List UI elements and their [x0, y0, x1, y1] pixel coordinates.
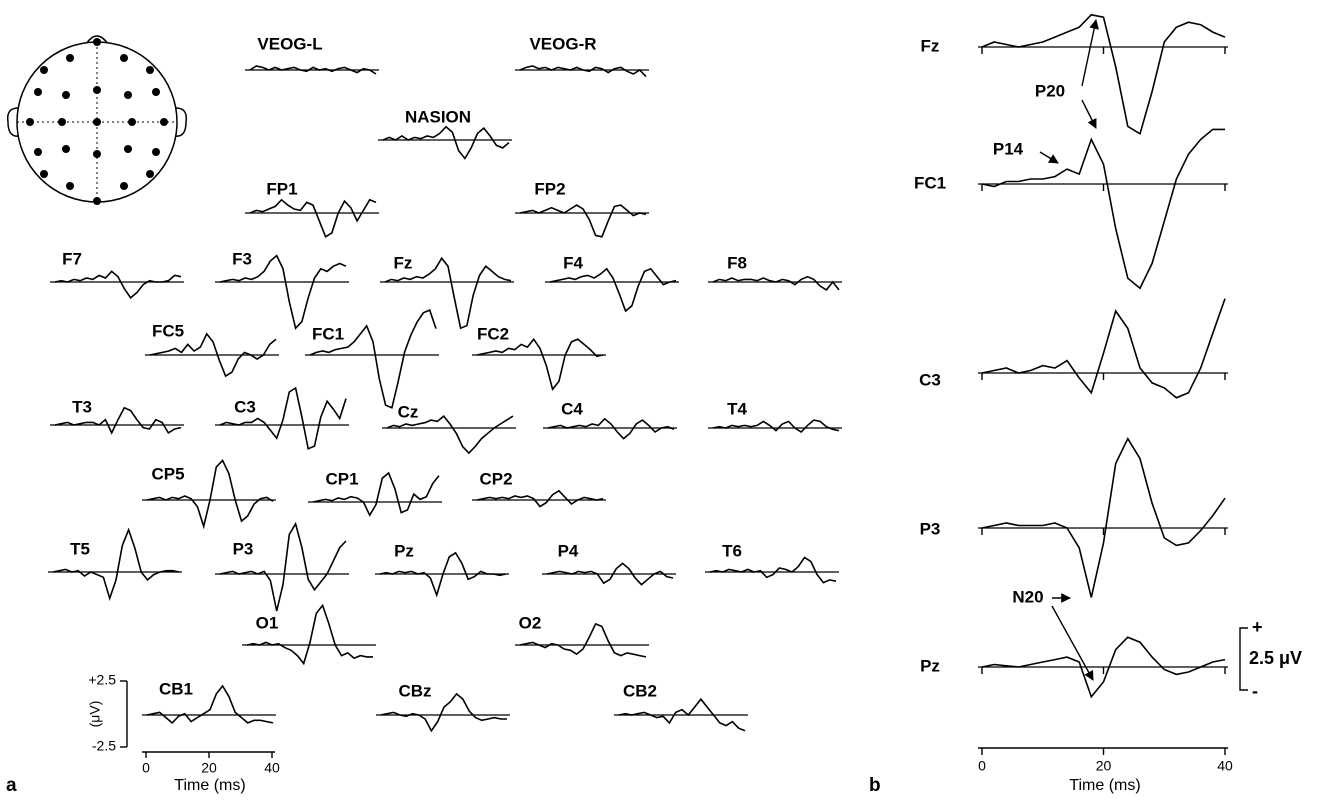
electrode-label: Cz: [398, 402, 419, 421]
electrode-label: T4: [727, 399, 747, 418]
x-axis-label: Time (ms): [174, 777, 245, 794]
electrode-label: VEOG-R: [529, 34, 596, 53]
electrode-label: CBz: [398, 681, 431, 700]
trace: [520, 66, 646, 77]
x-tick-label: 20: [201, 760, 217, 776]
electrode-label: FC1: [312, 324, 344, 343]
annotation: N20: [1012, 587, 1043, 606]
electrode-label: FC5: [152, 321, 184, 340]
electrode-label: Fz: [394, 253, 413, 272]
trace: [550, 269, 676, 311]
electrode-label: C4: [561, 399, 583, 418]
electrode-label: T3: [72, 397, 92, 416]
electrode-label: NASION: [405, 107, 471, 126]
annotation: P20: [1035, 81, 1065, 100]
electrode-label: F3: [232, 249, 252, 268]
electrode-label: CB1: [159, 679, 193, 698]
scale-bar-minus: -: [1252, 681, 1258, 701]
electrode-label: F7: [62, 249, 82, 268]
trace: [387, 416, 513, 453]
electrode-label: P4: [558, 541, 579, 560]
trace: [982, 439, 1225, 598]
trace: [713, 420, 839, 432]
trace: [383, 127, 509, 159]
electrode-label: FP1: [266, 179, 297, 198]
trace: [710, 558, 836, 583]
x-axis-label: Time (ms): [1069, 777, 1140, 794]
electrode-label: Pz: [920, 656, 940, 675]
scale-bar-plus: +: [1252, 617, 1263, 637]
x-tick-label: 40: [264, 760, 280, 776]
electrode-label: C3: [234, 397, 256, 416]
x-tick-label: 20: [1096, 758, 1112, 774]
annotation: P14: [993, 139, 1024, 158]
electrode-label: P3: [920, 519, 941, 538]
electrode-label: T5: [70, 539, 90, 558]
x-tick-label: 0: [142, 760, 150, 776]
x-tick-label: 0: [978, 758, 986, 774]
electrode-label: Pz: [394, 541, 414, 560]
electrode-label: CB2: [623, 681, 657, 700]
electrode-label: CP5: [151, 464, 184, 483]
panel-label: a: [6, 775, 17, 796]
electrode-label: P3: [233, 539, 254, 558]
electrode-label: O1: [256, 613, 279, 632]
scale-bar: [1240, 628, 1248, 690]
electrode-label: F4: [563, 253, 583, 272]
electrode-label: FP2: [534, 179, 565, 198]
y-tick-label: -2.5: [92, 738, 116, 754]
electrode-label: CP2: [479, 469, 512, 488]
electrode-label: C3: [919, 370, 941, 389]
y-tick-label: +2.5: [88, 672, 116, 688]
figure: VEOG-L VEOG-R NASION FP1 FP2 F7 F3 Fz F4 F8 FC5 FC1…: [0, 0, 1332, 797]
trace: [250, 200, 376, 237]
electrode-label: O2: [519, 613, 542, 632]
panel-label: b: [869, 775, 881, 796]
trace: [548, 419, 674, 439]
trace: [520, 205, 646, 237]
electrode-label: F8: [727, 253, 747, 272]
head-diagram: [8, 36, 187, 205]
page: {"chart_data": [ {"type": "line", "panel…: [0, 0, 1332, 797]
trace: [55, 271, 181, 297]
trace: [477, 491, 603, 507]
electrode-label: FC1: [914, 173, 946, 192]
electrode-label: T6: [722, 541, 742, 560]
trace: [982, 15, 1225, 134]
trace: [477, 339, 603, 389]
trace: [982, 299, 1225, 398]
electrode-label: Fz: [921, 36, 940, 55]
y-axis-label: (μV): [87, 701, 103, 728]
electrode-label: FC2: [477, 324, 509, 343]
electrode-label: CP1: [325, 469, 358, 488]
trace: [713, 277, 839, 290]
electrode-label: VEOG-L: [257, 34, 322, 53]
trace: [220, 524, 346, 611]
scale-bar-label: 2.5 μV: [1249, 648, 1302, 668]
x-tick-label: 40: [1217, 758, 1233, 774]
